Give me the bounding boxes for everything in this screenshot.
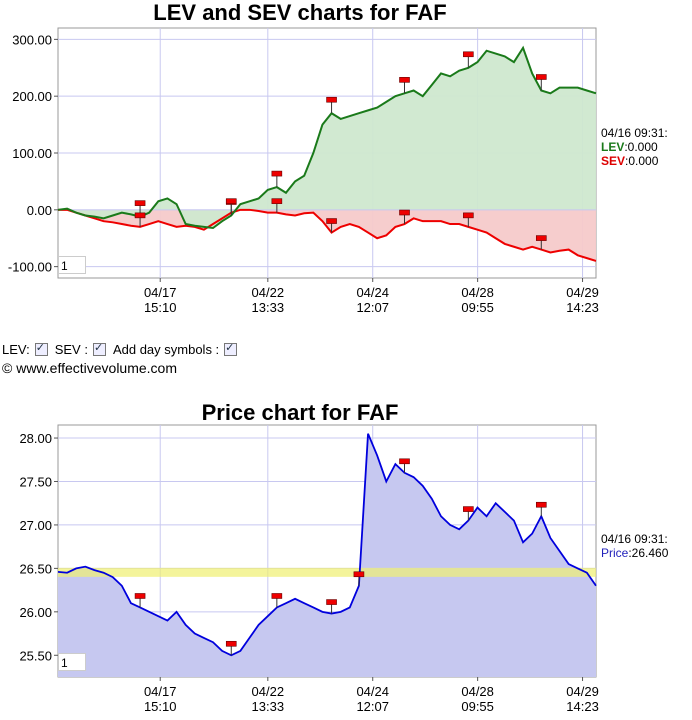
lev-ytick-label: -100.00 bbox=[8, 260, 52, 275]
price-xtick-time: 15:10 bbox=[144, 699, 177, 714]
lev-checkbox[interactable] bbox=[34, 341, 48, 356]
lev-ytick-label: 300.00 bbox=[12, 32, 52, 47]
lev-ytick-label: 200.00 bbox=[12, 89, 52, 104]
lev-day-marker-flag bbox=[225, 198, 237, 204]
lev-chart-title: LEV and SEV charts for FAF bbox=[153, 0, 447, 25]
price-ytick-label: 25.50 bbox=[19, 648, 52, 663]
lev-xtick-date: 04/29 bbox=[566, 285, 599, 300]
lev-readout-time: 04/16 09:31: bbox=[601, 126, 668, 140]
lev-xtick-time: 09:55 bbox=[461, 300, 494, 315]
lev-day-marker-flag bbox=[326, 218, 337, 224]
lev-xtick-date: 04/17 bbox=[144, 285, 177, 300]
lev-day-marker-flag bbox=[463, 51, 474, 58]
price-zoom-input[interactable]: 1 bbox=[58, 653, 86, 671]
lev-day-marker-flag bbox=[134, 200, 146, 206]
sev-checkbox[interactable] bbox=[92, 341, 106, 356]
sev-readout-label: SEV bbox=[601, 154, 626, 168]
lev-xtick-time: 13:33 bbox=[252, 300, 285, 315]
lev-xtick-date: 04/28 bbox=[461, 285, 494, 300]
lev-xtick-time: 15:10 bbox=[144, 300, 177, 315]
price-day-marker-flag bbox=[353, 571, 365, 578]
lev-toggle-label: LEV: bbox=[2, 342, 30, 357]
price-ytick-label: 26.50 bbox=[19, 561, 52, 576]
price-readout-value: :26.460 bbox=[628, 546, 669, 560]
price-readout-label: Price bbox=[601, 546, 629, 560]
price-xtick-time: 14:23 bbox=[566, 699, 599, 714]
price-series-line bbox=[57, 433, 597, 657]
price-area-fill bbox=[58, 433, 596, 677]
lev-day-marker-flag bbox=[399, 77, 410, 83]
price-day-marker-flag bbox=[225, 640, 237, 647]
lev-xtick-date: 04/22 bbox=[252, 285, 285, 300]
lev-xtick-time: 12:07 bbox=[356, 300, 389, 315]
lev-day-marker-flag bbox=[535, 235, 547, 241]
price-day-marker-flag bbox=[134, 593, 146, 599]
lev-readout: 04/16 09:31: LEV:0.000 SEV:0.000 bbox=[601, 126, 668, 168]
lev-day-marker-flag bbox=[535, 74, 547, 80]
price-xtick-date: 04/28 bbox=[461, 684, 494, 699]
lev-area-fill bbox=[58, 47, 596, 228]
lev-ytick-label: 100.00 bbox=[12, 146, 52, 161]
price-reference-band bbox=[58, 567, 596, 577]
price-xtick-time: 09:55 bbox=[461, 699, 494, 714]
lev-day-marker-flag bbox=[463, 212, 474, 219]
copyright-text: © www.effectivevolume.com bbox=[2, 360, 178, 376]
price-day-marker-flag bbox=[271, 593, 283, 599]
price-xtick-time: 13:33 bbox=[252, 699, 285, 714]
lev-day-marker-flag bbox=[134, 212, 146, 219]
day-symbols-checkbox[interactable] bbox=[224, 341, 238, 356]
price-ytick-label: 27.00 bbox=[19, 518, 52, 533]
price-day-marker-flag bbox=[399, 458, 410, 465]
sev-toggle-label: SEV : bbox=[54, 342, 88, 357]
lev-readout-label: LEV bbox=[601, 140, 625, 154]
price-day-marker-flag bbox=[463, 506, 474, 512]
lev-day-marker-flag bbox=[271, 170, 283, 177]
price-xtick-date: 04/17 bbox=[144, 684, 177, 699]
lev-day-marker-flag bbox=[326, 96, 337, 103]
lev-ytick-label: 0.00 bbox=[27, 203, 52, 218]
lev-xtick-time: 14:23 bbox=[566, 300, 599, 315]
chart-controls: LEV: SEV : Add day symbols : bbox=[2, 341, 241, 357]
price-xtick-date: 04/29 bbox=[566, 684, 599, 699]
price-xtick-time: 12:07 bbox=[356, 699, 389, 714]
price-readout-time: 04/16 09:31: bbox=[601, 532, 668, 546]
price-xtick-date: 04/24 bbox=[356, 684, 389, 699]
lev-xtick-date: 04/24 bbox=[356, 285, 389, 300]
price-day-marker-flag bbox=[535, 501, 547, 508]
lev-zoom-input[interactable]: 1 bbox=[58, 256, 86, 274]
price-ytick-label: 28.00 bbox=[19, 431, 52, 446]
price-day-marker-flag bbox=[326, 599, 337, 605]
lev-day-marker-flag bbox=[271, 198, 283, 204]
sev-series-line bbox=[58, 208, 597, 262]
price-xtick-date: 04/22 bbox=[252, 684, 285, 699]
sev-readout-value: :0.000 bbox=[625, 154, 659, 168]
day-symbols-label: Add day symbols : bbox=[112, 342, 220, 357]
lev-day-marker-flag bbox=[399, 209, 410, 216]
price-ytick-label: 26.00 bbox=[19, 605, 52, 620]
price-ytick-label: 27.50 bbox=[19, 474, 52, 489]
price-chart-title: Price chart for FAF bbox=[201, 400, 399, 425]
price-readout: 04/16 09:31: Price:26.460 bbox=[601, 532, 668, 560]
lev-readout-value: :0.000 bbox=[624, 140, 658, 154]
lev-series-line bbox=[57, 45, 597, 230]
